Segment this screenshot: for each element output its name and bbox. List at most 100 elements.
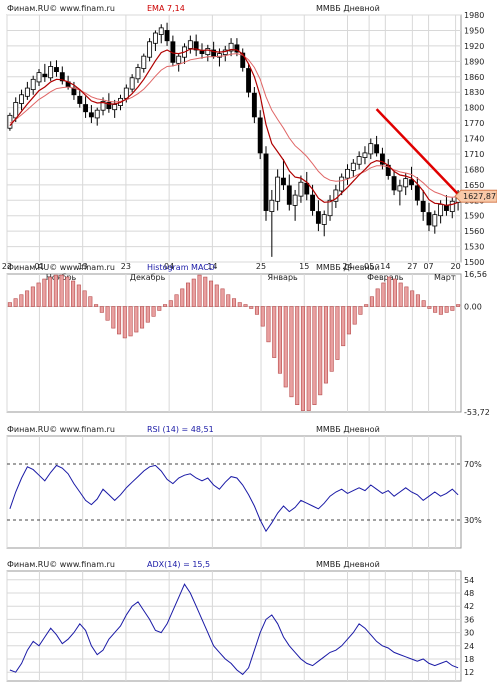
candle-up	[449, 200, 455, 212]
candle-down	[379, 153, 385, 165]
macd-bar	[300, 306, 305, 411]
adx-y-tick: 24	[464, 642, 474, 651]
macd-bar	[220, 288, 225, 307]
ema7-line	[9, 48, 459, 207]
candle-down	[286, 185, 292, 205]
candle-down	[374, 144, 380, 154]
macd-bar	[450, 306, 455, 311]
price-y-tick: 1560	[464, 227, 484, 236]
rsi-source-label: Финам.RU© www.finam.ru	[7, 425, 115, 434]
candle-down	[304, 182, 310, 195]
candle-down	[83, 104, 89, 113]
macd-bar	[105, 306, 110, 321]
rsi-y-tick: 30%	[464, 516, 482, 525]
rsi-panel-frame	[6, 435, 462, 549]
macd-bar	[364, 304, 369, 307]
macd-bar	[163, 304, 168, 307]
price-source-label: Финам.RU© www.finam.ru	[7, 4, 115, 13]
candle-up	[228, 42, 234, 52]
x-month-label: Март	[434, 273, 456, 282]
candle-up	[327, 199, 333, 217]
candle-up	[141, 55, 147, 69]
candle-up	[112, 104, 118, 111]
candle-up	[438, 203, 444, 217]
price-instrument-label: ММВБ Дневной	[316, 4, 380, 13]
candle-down	[444, 204, 449, 211]
candle-up	[152, 32, 158, 44]
candle-down	[426, 212, 432, 226]
macd-bar	[358, 306, 363, 315]
last-price-label: 1627,87	[463, 192, 496, 201]
price-y-tick: 1740	[464, 135, 484, 144]
adx-line	[9, 583, 459, 676]
macd-bar	[25, 290, 30, 307]
candle-up	[187, 40, 193, 49]
candle-up	[397, 185, 403, 192]
candle-down	[246, 68, 251, 93]
macd-bar	[48, 276, 53, 307]
macd-bar	[237, 302, 242, 307]
x-day-tick: 14	[380, 262, 390, 271]
price-y-tick: 1680	[464, 165, 484, 174]
ema14-line	[9, 53, 459, 198]
candle-down	[193, 41, 199, 51]
x-month-label: Декабрь	[130, 273, 166, 282]
candle-up	[129, 77, 135, 90]
adx-y-tick: 30	[464, 629, 474, 638]
candle-up	[368, 143, 374, 155]
macd-bar	[312, 306, 317, 405]
macd-bar	[88, 296, 93, 307]
macd-bar	[341, 306, 346, 347]
x-day-tick: 15	[299, 262, 309, 271]
macd-y-tick: -53,72	[464, 408, 490, 417]
macd-bar	[36, 282, 41, 307]
candle-up	[350, 162, 356, 171]
x-day-tick: 05	[364, 262, 374, 271]
macd-bar	[381, 282, 386, 307]
adx-y-tick: 36	[464, 615, 474, 624]
candle-up	[19, 94, 24, 104]
adx-y-tick: 18	[464, 655, 474, 664]
price-y-tick: 1920	[464, 42, 484, 51]
macd-bar	[398, 282, 403, 307]
macd-bar	[157, 306, 162, 311]
x-day-tick: 04	[164, 262, 174, 271]
candle-down	[251, 92, 257, 118]
macd-bar	[375, 288, 380, 307]
x-day-tick: 07	[423, 262, 433, 271]
macd-bar	[191, 278, 196, 307]
candle-down	[281, 177, 286, 186]
price-y-tick: 1710	[464, 150, 484, 159]
rsi-line	[9, 464, 459, 533]
price-indicator-label: EMA 7,14	[147, 4, 185, 13]
candle-down	[164, 30, 170, 42]
candle-down	[88, 112, 94, 118]
x-month-label: Январь	[268, 273, 298, 282]
candle-down	[234, 44, 240, 53]
macd-bar	[323, 306, 328, 384]
x-day-tick: 24	[342, 262, 352, 271]
price-y-tick: 1530	[464, 243, 484, 252]
macd-y-tick: 16,56	[464, 270, 487, 279]
macd-bar	[42, 278, 47, 307]
candle-down	[240, 52, 246, 68]
macd-instrument-label: ММВБ Дневной	[316, 263, 380, 272]
macd-bar	[289, 306, 294, 398]
macd-bar	[456, 304, 461, 307]
last-price-tag	[454, 189, 497, 203]
macd-bar	[151, 306, 156, 317]
candle-up	[135, 67, 141, 80]
macd-bar	[295, 306, 300, 405]
macd-bar	[266, 306, 271, 343]
candle-up	[362, 152, 368, 158]
candle-up	[356, 156, 362, 165]
macd-bar	[174, 294, 179, 307]
macd-bar	[13, 298, 18, 307]
x-day-tick: 01	[34, 262, 44, 271]
x-day-tick: 14	[207, 262, 217, 271]
macd-bar	[53, 274, 58, 307]
candle-up	[176, 55, 182, 64]
candle-up	[30, 78, 36, 91]
x-day-tick: 13	[78, 262, 88, 271]
candle-down	[257, 117, 263, 154]
